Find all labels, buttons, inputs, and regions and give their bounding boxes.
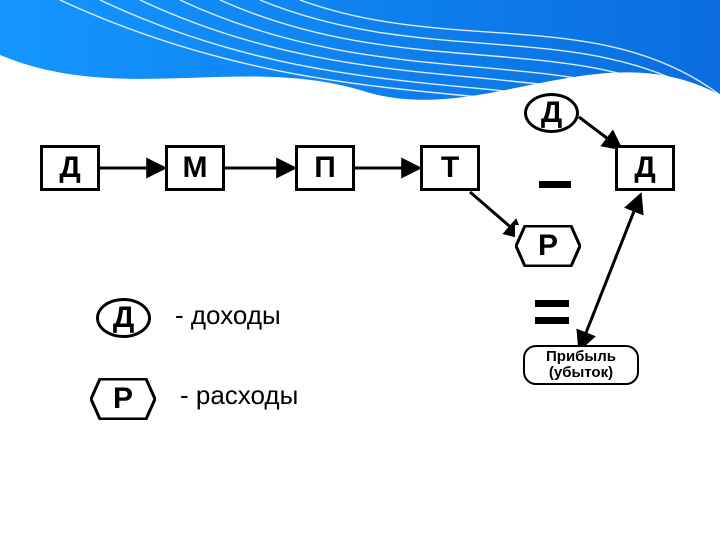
node-legend-income: Д (96, 298, 151, 338)
arrow-3 (579, 117, 620, 148)
header-wave (0, 0, 720, 540)
equals-operator (535, 300, 569, 324)
node-legend-expense: Р (90, 378, 156, 420)
legend-expense-text: - расходы (180, 380, 298, 411)
arrow-5 (580, 196, 640, 348)
node-d2: Д (615, 145, 675, 191)
node-r: Р (515, 225, 581, 267)
diagram-stage: ДМПТДДР Прибыль (убыток) Д - доходы Р - … (0, 0, 720, 540)
node-d1: Д (40, 145, 100, 191)
node-m: М (165, 145, 225, 191)
result-line2: (убыток) (549, 364, 613, 381)
result-line1: Прибыль (546, 348, 616, 365)
node-p: П (295, 145, 355, 191)
node-d_top: Д (524, 93, 579, 133)
legend-income-text: - доходы (175, 300, 281, 331)
result-box: Прибыль (убыток) (523, 345, 639, 385)
minus-operator (539, 181, 571, 188)
node-t: Т (420, 145, 480, 191)
